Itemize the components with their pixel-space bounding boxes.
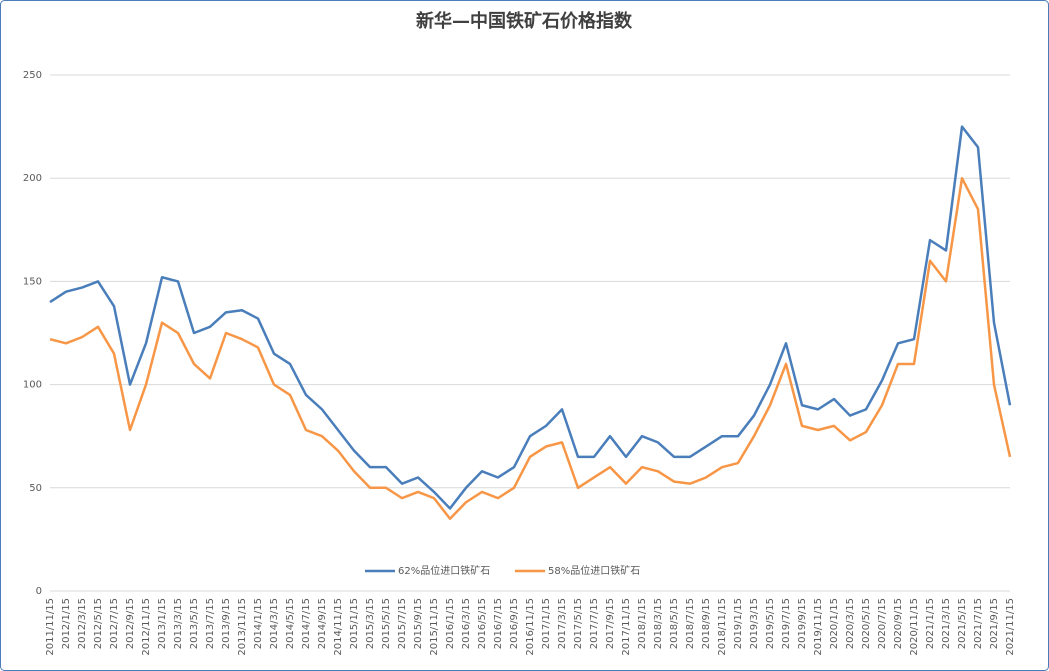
x-tick-label: 2017/5/15: [573, 598, 584, 649]
x-tick-label: 2021/1/15: [925, 598, 936, 649]
y-tick-label: 150: [23, 276, 42, 287]
x-tick-label: 2015/5/15: [381, 598, 392, 649]
x-tick-label: 2018/11/15: [717, 598, 728, 656]
x-tick-label: 2015/11/15: [429, 598, 440, 656]
x-tick-label: 2016/9/15: [509, 598, 520, 649]
x-tick-label: 2021/9/15: [989, 598, 1000, 649]
x-tick-label: 2020/9/15: [893, 598, 904, 649]
chart-title: 新华—中国铁矿石价格指数: [416, 10, 633, 32]
x-tick-label: 2020/3/15: [845, 598, 856, 649]
x-tick-label: 2013/1/15: [157, 598, 168, 649]
x-tick-label: 2017/11/15: [621, 598, 632, 656]
legend-label: 58%品位进口铁矿石: [548, 564, 640, 577]
x-tick-label: 2021/5/15: [957, 598, 968, 649]
x-tick-label: 2013/3/15: [173, 598, 184, 649]
x-tick-label: 2020/11/15: [909, 598, 920, 656]
x-tick-label: 2012/3/15: [77, 598, 88, 649]
x-tick-label: 2019/3/15: [749, 598, 760, 649]
x-tick-label: 2017/1/15: [541, 598, 552, 649]
x-tick-label: 2014/7/15: [301, 598, 312, 649]
x-tick-label: 2021/11/15: [1005, 598, 1016, 656]
x-tick-label: 2015/3/15: [365, 598, 376, 649]
x-tick-label: 2018/3/15: [653, 598, 664, 649]
x-tick-label: 2021/3/15: [941, 598, 952, 649]
x-tick-label: 2017/9/15: [605, 598, 616, 649]
legend-label: 62%品位进口铁矿石: [398, 564, 490, 577]
x-tick-label: 2011/11/15: [45, 598, 56, 656]
y-tick-label: 250: [23, 70, 42, 81]
x-tick-label: 2020/7/15: [877, 598, 888, 649]
x-tick-label: 2016/11/15: [525, 598, 536, 656]
x-tick-label: 2014/9/15: [317, 598, 328, 649]
x-tick-label: 2019/9/15: [797, 598, 808, 649]
x-tick-label: 2012/11/15: [141, 598, 152, 656]
x-tick-label: 2015/9/15: [413, 598, 424, 649]
x-tick-label: 2019/7/15: [781, 598, 792, 649]
x-tick-label: 2012/7/15: [109, 598, 120, 649]
x-tick-label: 2012/5/15: [93, 598, 104, 649]
x-tick-label: 2020/1/15: [829, 598, 840, 649]
x-tick-label: 2020/5/15: [861, 598, 872, 649]
x-tick-label: 2016/1/15: [445, 598, 456, 649]
x-tick-label: 2014/3/15: [269, 598, 280, 649]
series-line: [49, 176, 1012, 521]
x-tick-label: 2018/1/15: [637, 598, 648, 649]
series-line: [49, 125, 1012, 510]
x-tick-label: 2021/7/15: [973, 598, 984, 649]
x-tick-label: 2014/5/15: [285, 598, 296, 649]
x-tick-label: 2012/1/15: [61, 598, 72, 649]
x-tick-label: 2016/7/15: [493, 598, 504, 649]
x-tick-label: 2019/11/15: [813, 598, 824, 656]
x-tick-label: 2015/7/15: [397, 598, 408, 649]
x-tick-label: 2014/1/15: [253, 598, 264, 649]
x-tick-label: 2016/3/15: [461, 598, 472, 649]
x-tick-label: 2017/3/15: [557, 598, 568, 649]
x-tick-label: 2013/5/15: [189, 598, 200, 649]
y-tick-label: 100: [23, 380, 42, 391]
y-tick-label: 0: [36, 586, 42, 597]
x-tick-label: 2019/1/15: [733, 598, 744, 649]
x-tick-label: 2015/1/15: [349, 598, 360, 649]
x-tick-label: 2019/5/15: [765, 598, 776, 649]
x-tick-label: 2018/5/15: [669, 598, 680, 649]
x-tick-label: 2014/11/15: [333, 598, 344, 656]
y-tick-label: 50: [29, 483, 42, 494]
x-tick-label: 2017/7/15: [589, 598, 600, 649]
x-tick-label: 2016/5/15: [477, 598, 488, 649]
x-tick-label: 2018/9/15: [701, 598, 712, 649]
x-tick-label: 2018/7/15: [685, 598, 696, 649]
x-tick-label: 2013/7/15: [205, 598, 216, 649]
y-tick-label: 200: [23, 173, 42, 184]
x-tick-label: 2013/9/15: [221, 598, 232, 649]
x-tick-label: 2013/11/15: [237, 598, 248, 656]
x-tick-label: 2012/9/15: [125, 598, 136, 649]
